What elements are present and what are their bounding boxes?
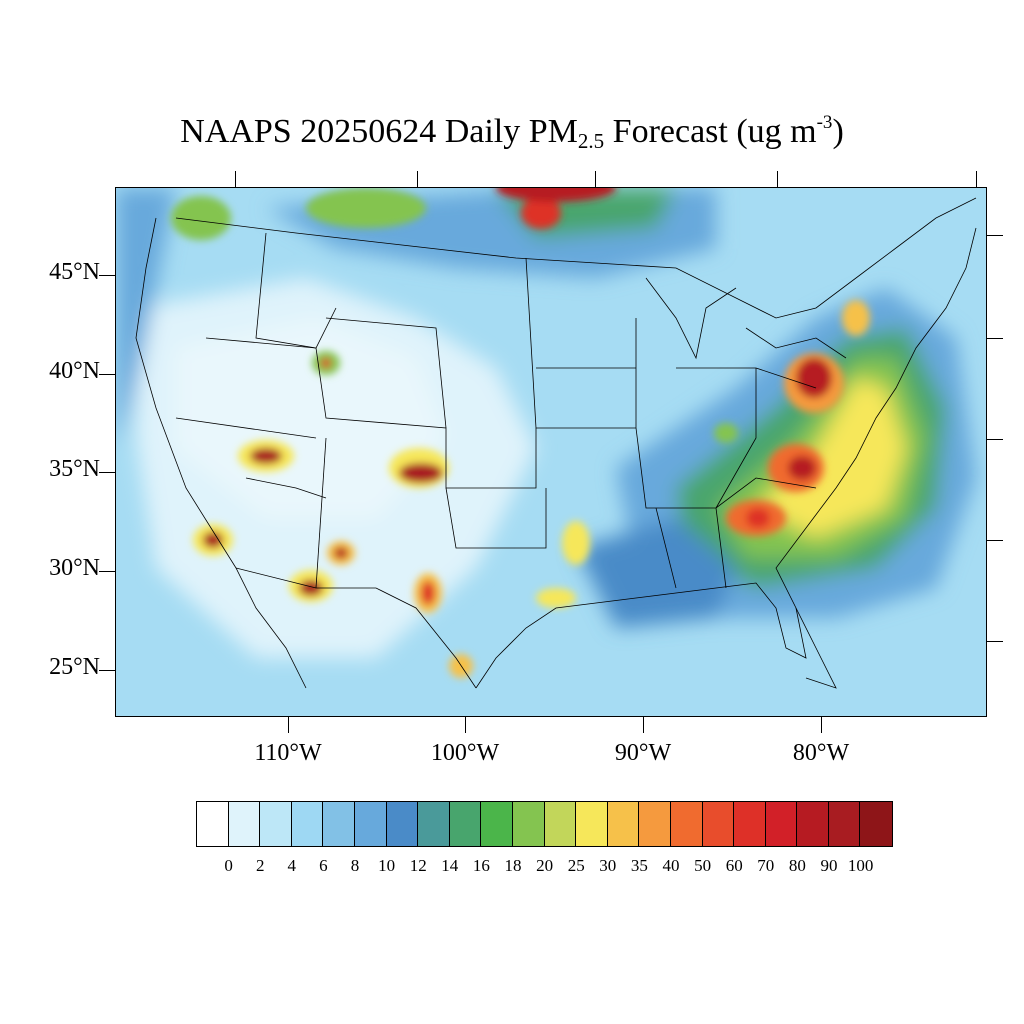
colorbar-tick-label: 10 <box>378 856 396 875</box>
bottom-tick <box>465 717 466 733</box>
colorbar-swatch <box>291 802 324 846</box>
top-tick <box>595 171 596 187</box>
colorbar-tick-label: 25 <box>567 856 585 875</box>
colorbar-tick-label: 12 <box>409 856 427 875</box>
colorbar-tick-label: 70 <box>757 856 775 875</box>
colorbar-swatch <box>734 802 766 846</box>
lat-label: 35°N <box>49 456 100 482</box>
map-panel <box>115 187 987 717</box>
colorbar-swatch <box>544 802 577 846</box>
lat-label: 40°N <box>49 358 100 384</box>
right-tick <box>987 338 1003 339</box>
colorbar-swatch <box>386 802 419 846</box>
colorbar-tick-label: 6 <box>319 856 328 875</box>
right-tick <box>987 540 1003 541</box>
colorbar-swatch <box>323 802 355 846</box>
bottom-tick <box>821 717 822 733</box>
left-tick <box>99 571 115 572</box>
colorbar-swatch <box>512 802 545 846</box>
colorbar-tick-label: 35 <box>630 856 648 875</box>
left-tick <box>99 275 115 276</box>
colorbar-swatch <box>670 802 703 846</box>
colorbar-tick-label: 30 <box>599 856 617 875</box>
colorbar-swatch <box>418 802 450 846</box>
colorbar-swatch <box>639 802 671 846</box>
colorbar-tick-label: 14 <box>441 856 459 875</box>
colorbar-tick-label: 40 <box>662 856 680 875</box>
colorbar-tick-label: 50 <box>694 856 712 875</box>
colorbar-tick-label: 90 <box>820 856 838 875</box>
top-tick <box>417 171 418 187</box>
lat-label: 45°N <box>49 259 100 285</box>
top-tick <box>777 171 778 187</box>
left-tick <box>99 374 115 375</box>
bottom-tick <box>643 717 644 733</box>
colorbar-tick-label: 0 <box>224 856 233 875</box>
colorbar-tick-label: 100 <box>847 856 874 875</box>
colorbar-tick-label: 80 <box>788 856 806 875</box>
lon-label: 90°W <box>614 740 672 766</box>
colorbar-swatch <box>228 802 261 846</box>
colorbar-swatch <box>576 802 608 846</box>
colorbar-swatch <box>860 802 893 846</box>
colorbar-tick-label: 16 <box>472 856 490 875</box>
left-tick <box>99 670 115 671</box>
right-tick <box>987 439 1003 440</box>
right-tick <box>987 235 1003 236</box>
colorbar-tick-label: 18 <box>504 856 522 875</box>
lat-label: 25°N <box>49 654 100 680</box>
map-title: NAAPS 20250624 Daily PM2.5 Forecast (ug … <box>180 112 844 153</box>
colorbar-swatch <box>449 802 482 846</box>
top-tick <box>976 171 977 187</box>
pm25-concentration-map <box>116 188 986 716</box>
top-tick <box>235 171 236 187</box>
colorbar-swatch <box>197 802 229 846</box>
bottom-tick <box>288 717 289 733</box>
colorbar-swatch <box>828 802 861 846</box>
lon-label: 110°W <box>254 740 322 766</box>
colorbar-swatch <box>702 802 735 846</box>
colorbar-tick-label: 20 <box>536 856 554 875</box>
colorbar-tick-label: 60 <box>725 856 743 875</box>
colorbar <box>196 801 894 847</box>
colorbar-swatch <box>607 802 640 846</box>
right-tick <box>987 641 1003 642</box>
colorbar-swatch <box>765 802 798 846</box>
colorbar-tick-label: 8 <box>350 856 360 875</box>
lon-label: 80°W <box>792 740 850 766</box>
colorbar-tick-label: 4 <box>287 856 297 875</box>
colorbar-swatch <box>797 802 829 846</box>
lat-label: 30°N <box>49 555 100 581</box>
colorbar-swatch <box>260 802 292 846</box>
colorbar-swatch <box>354 802 387 846</box>
lon-label: 100°W <box>430 740 500 766</box>
left-tick <box>99 472 115 473</box>
colorbar-swatch <box>481 802 513 846</box>
colorbar-tick-label: 2 <box>255 856 265 875</box>
